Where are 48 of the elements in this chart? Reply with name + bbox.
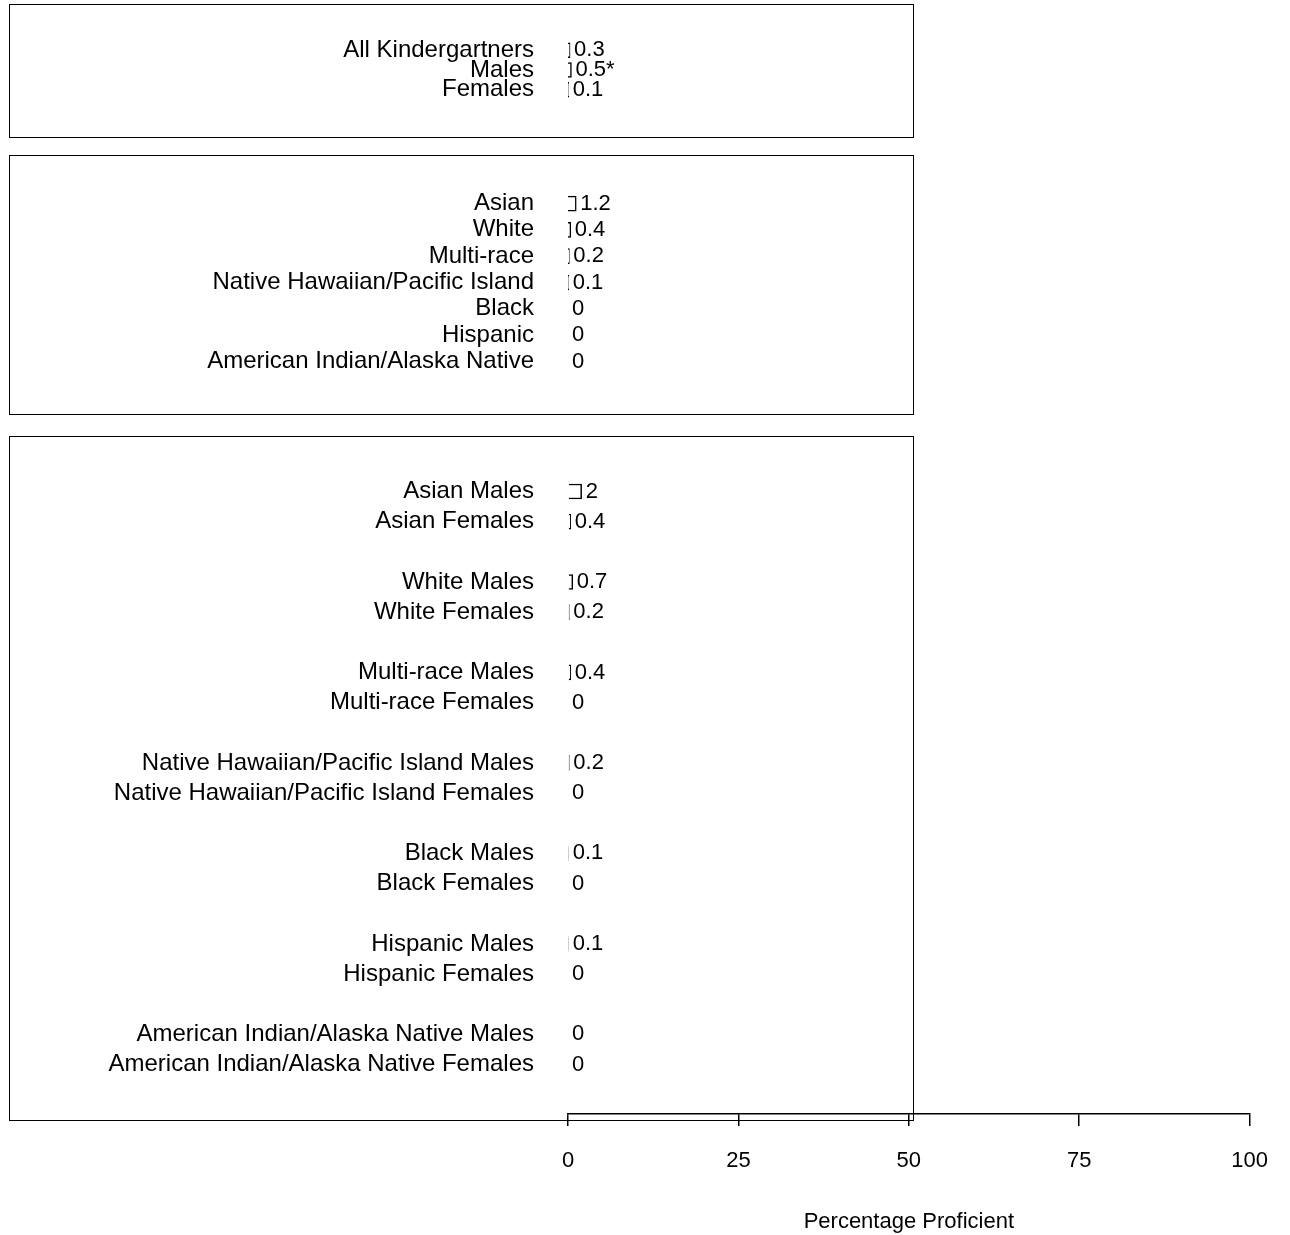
x-tick-label: 75 [1066, 1147, 1092, 1173]
y-tick-label: American Indian/Alaska Native Females [108, 1049, 534, 1077]
y-tick-label: Hispanic Females [343, 958, 534, 986]
y-tick-label: White Males [401, 566, 534, 594]
data-label: 0 [572, 869, 585, 895]
y-tick-label: Asian [473, 188, 534, 216]
y-tick-label: American Indian/Alaska Native Males [136, 1019, 534, 1046]
y-tick-label: Multi-race [428, 240, 534, 268]
data-label: 0 [572, 779, 585, 805]
data-label: 0 [572, 321, 585, 347]
data-label: 0.2 [573, 598, 604, 624]
data-label: 0 [572, 294, 585, 320]
data-label: 0 [572, 960, 585, 986]
y-tick-label: Asian Females [375, 506, 534, 534]
data-label: 0.4 [574, 507, 606, 533]
data-label: 0.2 [573, 748, 604, 774]
data-label: 1.2 [580, 189, 611, 215]
y-tick-label: Hispanic [441, 319, 534, 347]
y-tick-label: Black [475, 293, 535, 321]
data-label: 0.4 [574, 215, 606, 241]
y-tick-label: White Females [373, 596, 534, 624]
y-tick-label: Native Hawaiian/Pacific Island [212, 267, 534, 295]
data-label: 0 [572, 1050, 585, 1076]
y-tick-label: Multi-race Females [329, 687, 534, 715]
y-tick-label: Multi-race Males [357, 657, 534, 685]
x-tick-label: 100 [1231, 1147, 1269, 1173]
data-label: 0.4 [574, 658, 606, 684]
data-label: 0.2 [573, 242, 604, 268]
x-axis-title: Percentage Proficient [803, 1207, 1014, 1233]
y-tick-label: White [472, 214, 534, 242]
data-label: 0.1 [572, 929, 604, 955]
data-label: 0.1 [572, 268, 604, 294]
y-tick-label: Hispanic Males [371, 928, 534, 956]
x-tick-label: 50 [896, 1147, 922, 1173]
data-label: 0.1 [572, 839, 604, 865]
data-label: 2 [585, 477, 598, 503]
y-tick-label: Black Males [404, 838, 534, 866]
y-tick-label: Native Hawaiian/Pacific Island Females [113, 777, 534, 805]
data-label: 0 [572, 688, 585, 714]
data-label: 0.7 [576, 568, 608, 594]
x-tick-label: 25 [726, 1147, 751, 1173]
data-label: 0 [572, 347, 585, 373]
y-tick-label: Black Females [376, 868, 534, 896]
y-tick-label: Native Hawaiian/Pacific Island Males [141, 747, 534, 775]
x-tick-label: 0 [561, 1147, 575, 1173]
y-tick-label: American Indian/Alaska Native [207, 346, 534, 374]
y-tick-label: Asian Males [403, 476, 534, 504]
data-label: 0 [572, 1020, 585, 1046]
